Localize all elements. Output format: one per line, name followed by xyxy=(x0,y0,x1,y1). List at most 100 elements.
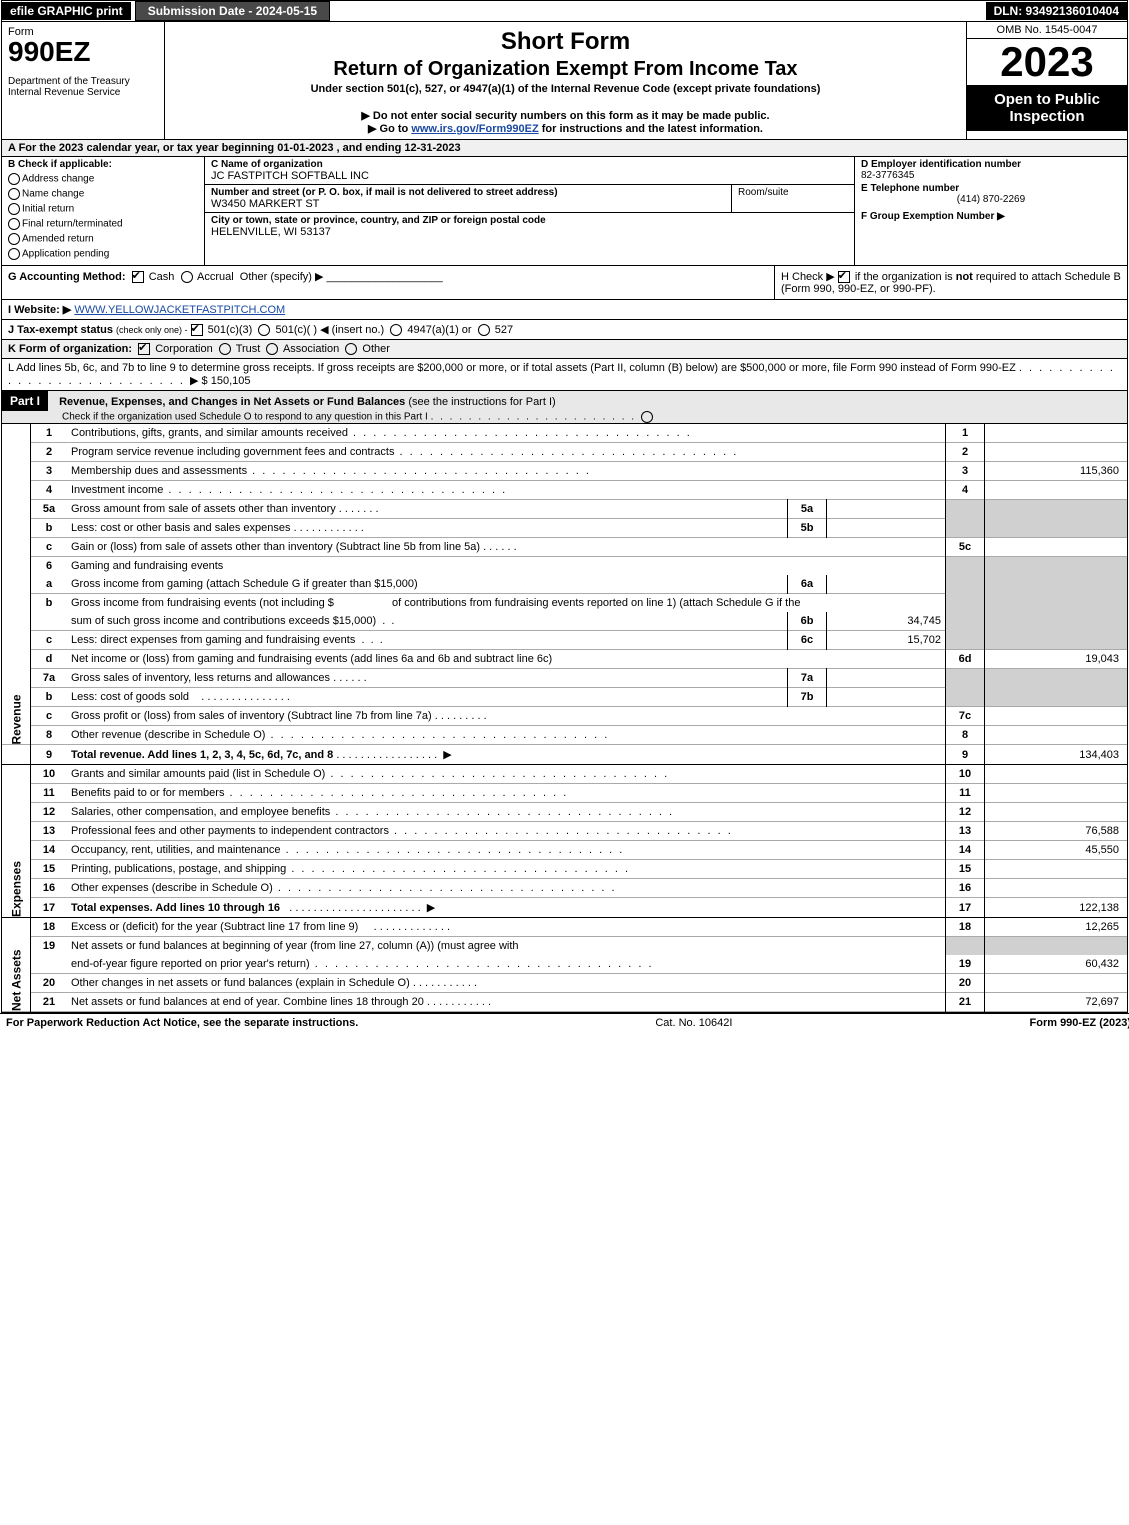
cb-h[interactable] xyxy=(838,271,850,283)
org-block: B Check if applicable: Address change Na… xyxy=(2,157,1127,266)
room-label: Room/suite xyxy=(732,185,854,212)
dln: DLN: 93492136010404 xyxy=(986,2,1127,20)
street-val: W3450 MARKERT ST xyxy=(211,198,725,210)
under-text: Under section 501(c), 527, or 4947(a)(1)… xyxy=(171,83,960,95)
header-mid: Short Form Return of Organization Exempt… xyxy=(165,22,966,139)
line-19a: 19 Net assets or fund balances at beginn… xyxy=(2,937,1127,956)
cb-schedO[interactable] xyxy=(641,411,653,423)
row-g: G Accounting Method: Cash Accrual Other … xyxy=(2,266,774,299)
open-public: Open to Public Inspection xyxy=(967,85,1127,131)
goto-link[interactable]: ▶ Go to www.irs.gov/Form990EZ for instru… xyxy=(171,122,960,135)
line-8: 8 Other revenue (describe in Schedule O)… xyxy=(2,726,1127,745)
line-4: 4 Investment income 4 xyxy=(2,481,1127,500)
cb-527[interactable] xyxy=(478,324,490,336)
cb-accrual[interactable] xyxy=(181,271,193,283)
submission-date: Submission Date - 2024-05-15 xyxy=(135,1,330,21)
cb-pending[interactable]: Application pending xyxy=(8,248,198,260)
cb-other-org[interactable] xyxy=(345,343,357,355)
box-d: D Employer identification number 82-3776… xyxy=(855,157,1127,265)
box-c: C Name of organization JC FASTPITCH SOFT… xyxy=(205,157,855,265)
irs-link[interactable]: www.irs.gov/Form990EZ xyxy=(411,123,538,135)
cb-initial[interactable]: Initial return xyxy=(8,203,198,215)
line-21: 21 Net assets or fund balances at end of… xyxy=(2,993,1127,1012)
row-l: L Add lines 5b, 6c, and 7b to line 9 to … xyxy=(2,359,1127,391)
form-container: efile GRAPHIC print Submission Date - 20… xyxy=(1,0,1128,1013)
cb-501c[interactable] xyxy=(258,324,270,336)
line-3: 3 Membership dues and assessments 3 115,… xyxy=(2,462,1127,481)
line-1: Revenue 1 Contributions, gifts, grants, … xyxy=(2,424,1127,443)
main-title: Return of Organization Exempt From Incom… xyxy=(171,58,960,81)
cb-amended[interactable]: Amended return xyxy=(8,233,198,245)
vert-revenue: Revenue xyxy=(2,424,31,745)
lines-table: Revenue 1 Contributions, gifts, grants, … xyxy=(2,424,1127,1012)
org-name: JC FASTPITCH SOFTBALL INC xyxy=(211,170,848,182)
cb-4947[interactable] xyxy=(390,324,402,336)
footer-mid: Cat. No. 10642I xyxy=(358,1017,1029,1029)
row-j: J Tax-exempt status (check only one) - 5… xyxy=(2,320,1127,340)
cb-trust[interactable] xyxy=(219,343,231,355)
cb-address[interactable]: Address change xyxy=(8,173,198,185)
form-header: Form 990EZ Department of the Treasury In… xyxy=(2,22,1127,140)
i-label: I Website: ▶ xyxy=(8,304,71,316)
org-street-row: Number and street (or P. O. box, if mail… xyxy=(205,185,854,213)
vert-netassets: Net Assets xyxy=(2,918,31,1012)
line-9: 9 Total revenue. Add lines 1, 2, 3, 4, 5… xyxy=(2,745,1127,765)
cb-corp[interactable] xyxy=(138,343,150,355)
box-b-head: B Check if applicable: xyxy=(8,159,198,170)
header-left: Form 990EZ Department of the Treasury In… xyxy=(2,22,165,139)
part-i-label: Part I xyxy=(2,391,48,411)
line-5c: c Gain or (loss) from sale of assets oth… xyxy=(2,538,1127,557)
line-18: Net Assets 18 Excess or (deficit) for th… xyxy=(2,918,1127,937)
cb-name[interactable]: Name change xyxy=(8,188,198,200)
l-text: L Add lines 5b, 6c, and 7b to line 9 to … xyxy=(8,362,1016,374)
org-name-label: C Name of organization xyxy=(211,159,848,170)
j-label: J Tax-exempt status xyxy=(8,324,113,336)
line-19b: end-of-year figure reported on prior yea… xyxy=(2,955,1127,974)
org-city-row: City or town, state or province, country… xyxy=(205,213,854,240)
row-a: A For the 2023 calendar year, or tax yea… xyxy=(2,140,1127,157)
line-10: Expenses 10 Grants and similar amounts p… xyxy=(2,765,1127,784)
cb-assoc[interactable] xyxy=(266,343,278,355)
part-i-sub: Check if the organization used Schedule … xyxy=(2,411,1127,423)
g-label: G Accounting Method: xyxy=(8,271,126,283)
omb-number: OMB No. 1545-0047 xyxy=(967,22,1127,39)
row-h: H Check ▶ if the organization is not req… xyxy=(774,266,1127,299)
row-gh: G Accounting Method: Cash Accrual Other … xyxy=(2,266,1127,300)
line-6d: d Net income or (loss) from gaming and f… xyxy=(2,650,1127,669)
l-amount: ▶ $ 150,105 xyxy=(190,375,250,387)
footer-left: For Paperwork Reduction Act Notice, see … xyxy=(6,1017,358,1029)
website-link[interactable]: WWW.YELLOWJACKETFASTPITCH.COM xyxy=(74,304,285,316)
dept-treasury: Department of the Treasury xyxy=(8,76,158,87)
irs-label: Internal Revenue Service xyxy=(8,87,158,98)
org-name-row: C Name of organization JC FASTPITCH SOFT… xyxy=(205,157,854,185)
tel-label: E Telephone number xyxy=(861,183,1121,194)
line-7a: 7a Gross sales of inventory, less return… xyxy=(2,669,1127,688)
city-val: HELENVILLE, WI 53137 xyxy=(211,226,848,238)
line-7c: c Gross profit or (loss) from sales of i… xyxy=(2,707,1127,726)
row-i: I Website: ▶ WWW.YELLOWJACKETFASTPITCH.C… xyxy=(2,300,1127,320)
street-label: Number and street (or P. O. box, if mail… xyxy=(211,187,725,198)
part-i-header: Part I Revenue, Expenses, and Changes in… xyxy=(2,391,1127,424)
box-b: B Check if applicable: Address change Na… xyxy=(2,157,205,265)
line-2: 2 Program service revenue including gove… xyxy=(2,443,1127,462)
part-i-title: Revenue, Expenses, and Changes in Net As… xyxy=(51,396,556,408)
ein-label: D Employer identification number xyxy=(861,159,1121,170)
line-13: 13 Professional fees and other payments … xyxy=(2,822,1127,841)
top-bar: efile GRAPHIC print Submission Date - 20… xyxy=(2,1,1127,22)
line-5a: 5a Gross amount from sale of assets othe… xyxy=(2,500,1127,519)
tax-year: 2023 xyxy=(967,39,1127,85)
tel-val: (414) 870-2269 xyxy=(861,194,1121,205)
cb-501c3[interactable] xyxy=(191,324,203,336)
ein-val: 82-3776345 xyxy=(861,170,1121,181)
line-16: 16 Other expenses (describe in Schedule … xyxy=(2,879,1127,898)
cb-final[interactable]: Final return/terminated xyxy=(8,218,198,230)
short-form-title: Short Form xyxy=(171,28,960,56)
cb-cash[interactable] xyxy=(132,271,144,283)
line-20: 20 Other changes in net assets or fund b… xyxy=(2,974,1127,993)
g-other: Other (specify) ▶ xyxy=(240,271,324,283)
form-number: 990EZ xyxy=(8,38,158,66)
page-footer: For Paperwork Reduction Act Notice, see … xyxy=(0,1013,1129,1032)
line-15: 15 Printing, publications, postage, and … xyxy=(2,860,1127,879)
row-k: K Form of organization: Corporation Trus… xyxy=(2,340,1127,359)
footer-right: Form 990-EZ (2023) xyxy=(1030,1017,1129,1029)
